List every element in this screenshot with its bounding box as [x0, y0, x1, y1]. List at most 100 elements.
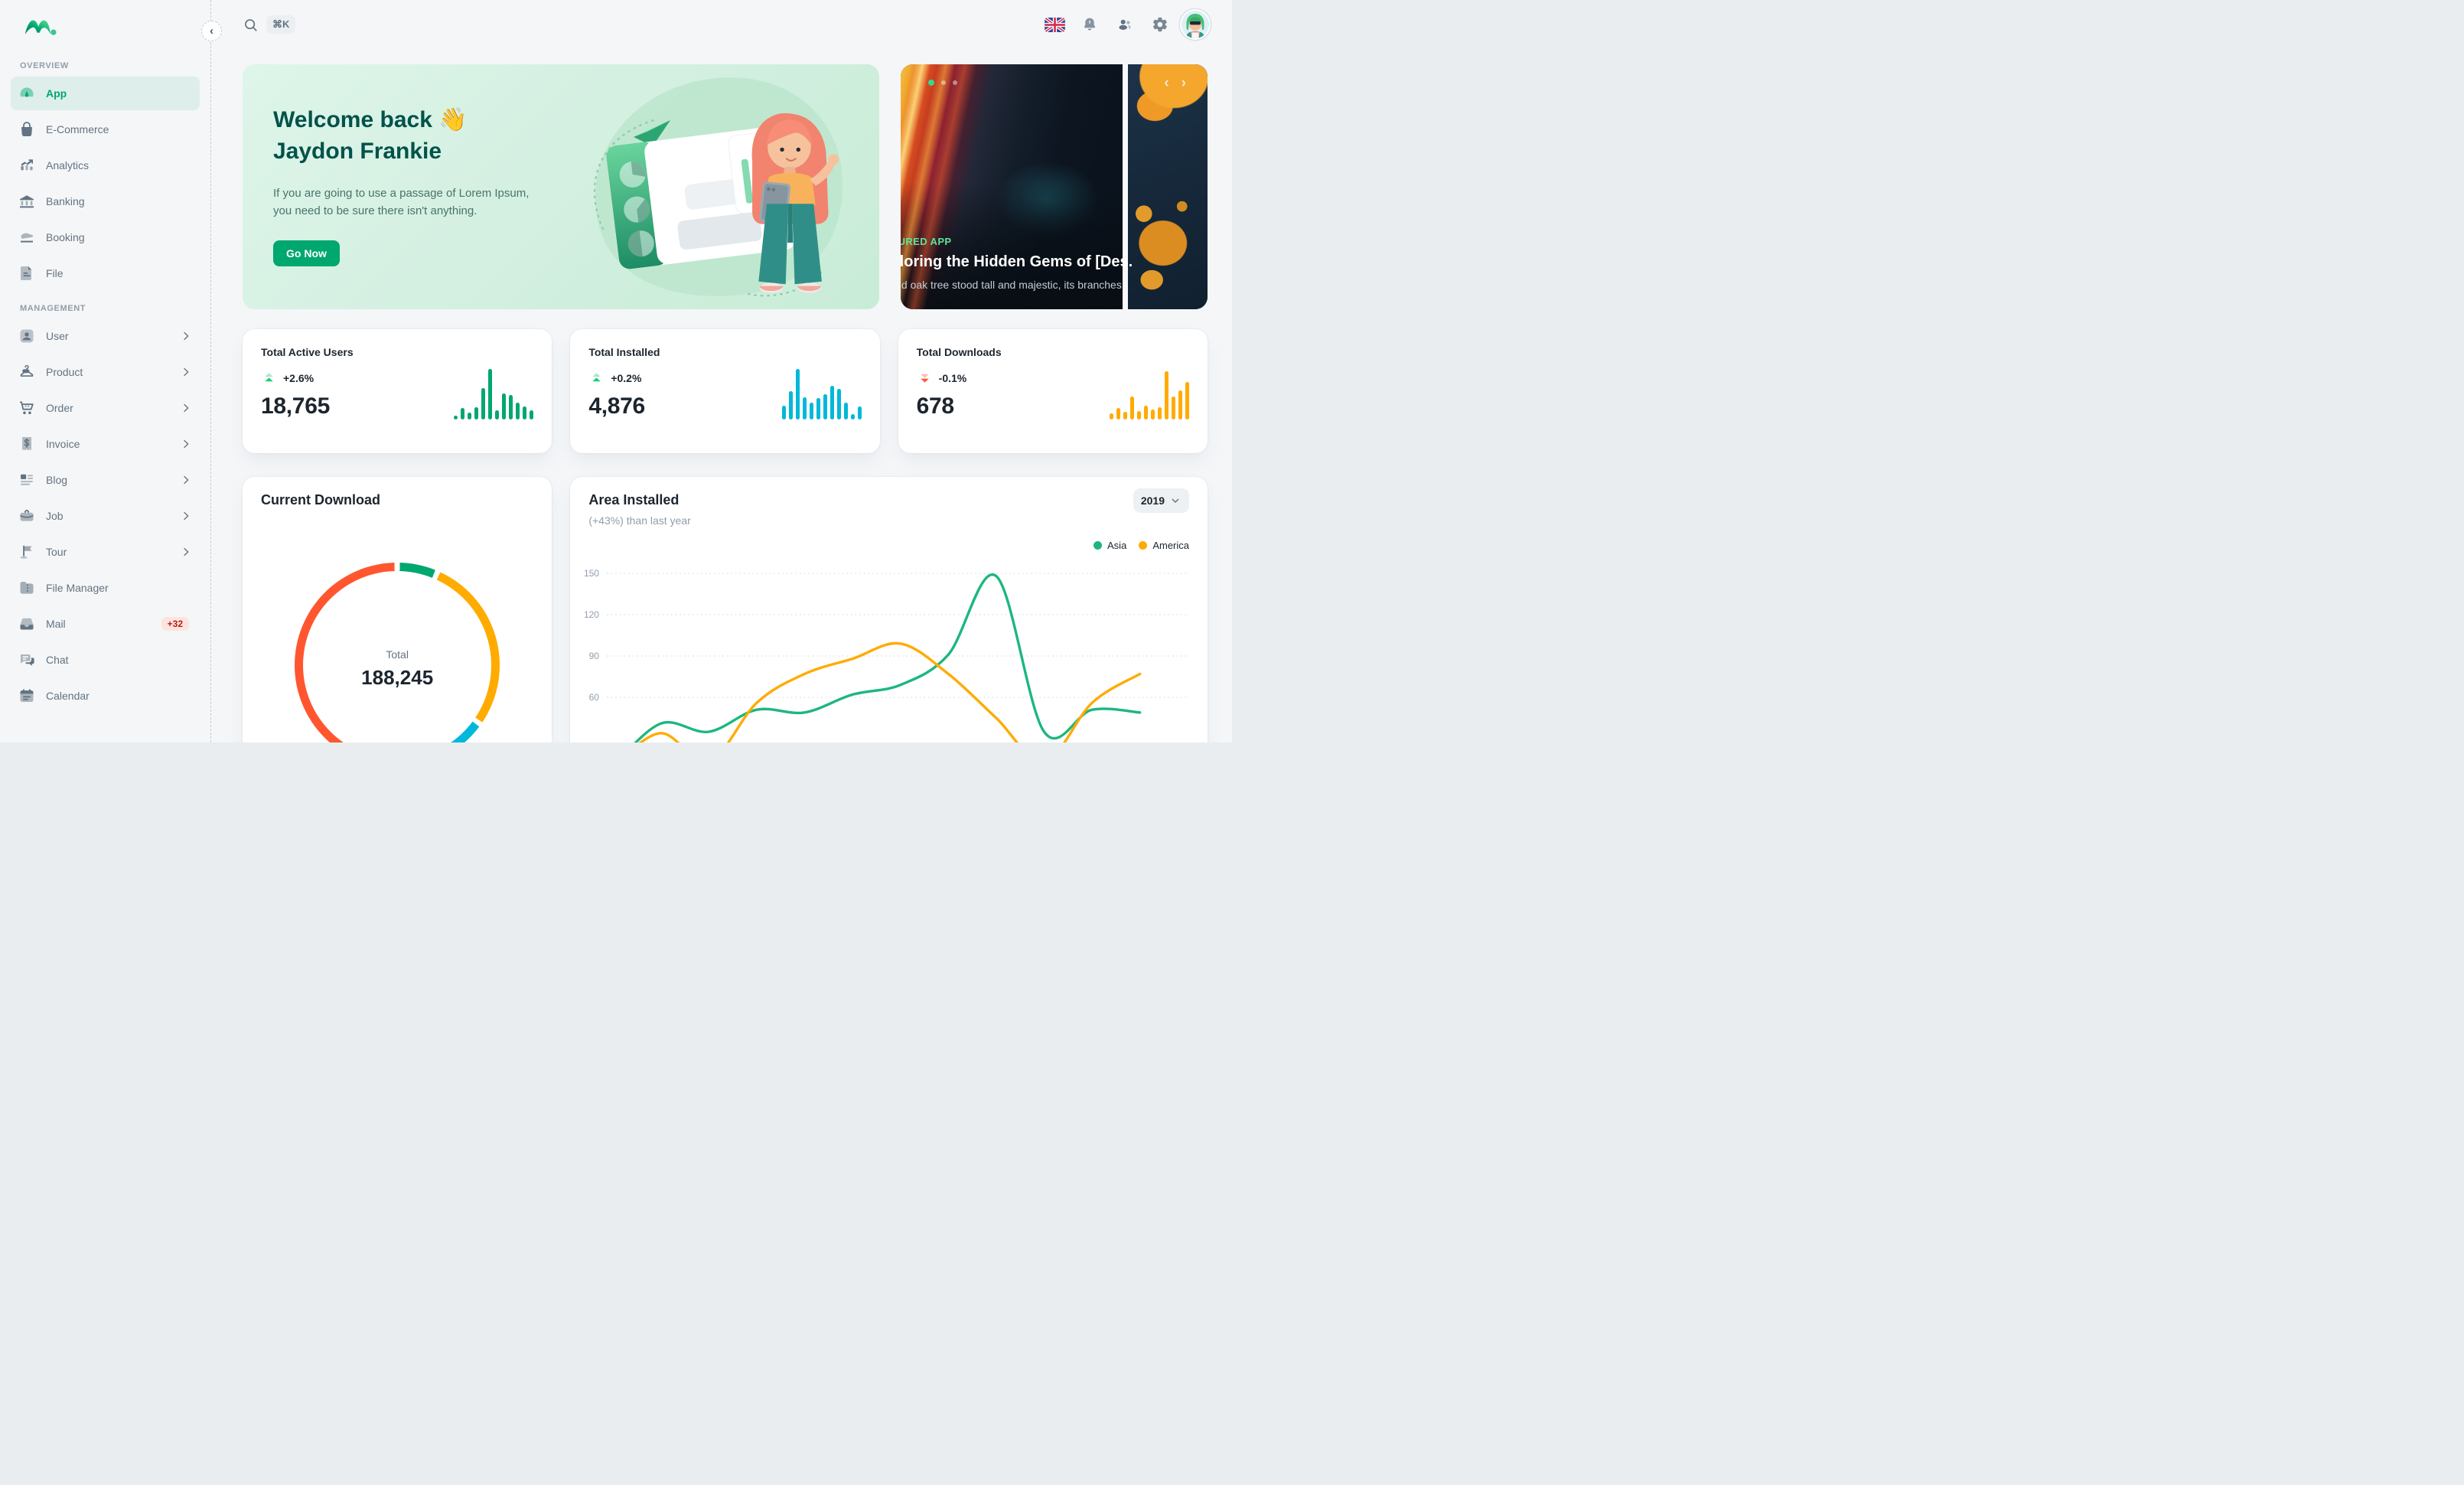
search-shortcut-badge: ⌘K — [266, 15, 296, 34]
carousel-next-button[interactable]: › — [1178, 73, 1189, 93]
stat-mini-bar-chart — [454, 369, 534, 419]
chevron-right-icon — [180, 438, 192, 450]
trending-up-icon — [588, 370, 605, 386]
sidebar-item-label: Invoice — [46, 438, 80, 450]
stat-value: 678 — [916, 393, 954, 419]
sidebar-item-label: Tour — [46, 546, 67, 558]
featured-app-description: The old oak tree stood tall and majestic… — [901, 279, 1124, 291]
sidebar: OVERVIEW App E-Commerce Analytics Banking Boo… — [0, 0, 211, 742]
calendar-icon — [18, 687, 36, 705]
app-dashboard: OVERVIEW App E-Commerce Analytics Banking Boo… — [0, 0, 1232, 742]
nav-section-overview: OVERVIEW App E-Commerce Analytics Banking Boo… — [11, 61, 200, 290]
sidebar-item-e-commerce[interactable]: E-Commerce — [11, 113, 200, 146]
avatar — [1181, 11, 1209, 38]
carousel-dot-2[interactable] — [941, 80, 946, 85]
sidebar-item-booking[interactable]: Booking — [11, 220, 200, 254]
sidebar-item-user[interactable]: User — [11, 319, 200, 353]
sidebar-item-file[interactable]: File — [11, 256, 200, 290]
sidebar-item-label: Banking — [46, 195, 85, 207]
banner-username: Jaydon Frankie — [273, 139, 442, 165]
sidebar-item-label: File Manager — [46, 582, 109, 594]
legend-item-asia[interactable]: Asia — [1093, 540, 1126, 551]
featured-app-title[interactable]: Exploring the Hidden Gems of [Des... — [901, 253, 1133, 270]
sidebar-item-label: Job — [46, 510, 64, 522]
settings-button[interactable] — [1145, 9, 1175, 40]
stat-change-value: -0.1% — [938, 371, 967, 384]
donut-chart-title: Current Download — [261, 492, 380, 508]
sidebar-item-analytics[interactable]: Analytics — [11, 148, 200, 182]
stats-row: Total Active Users +2.6% 18,765 Total Insta… — [243, 329, 1208, 453]
gauge-icon — [18, 84, 36, 103]
year-select[interactable]: 2019 — [1133, 488, 1189, 513]
stat-mini-bar-chart — [1109, 369, 1189, 419]
sidebar-collapse-button[interactable]: ‹ — [201, 21, 222, 41]
contacts-button[interactable] — [1110, 9, 1140, 40]
stat-value: 4,876 — [588, 393, 645, 419]
chevron-right-icon — [180, 402, 192, 414]
flag-icon — [18, 543, 36, 561]
carousel-prev-button[interactable]: ‹ — [1161, 73, 1172, 93]
chat-icon — [18, 651, 36, 669]
trending-down-icon — [917, 370, 933, 386]
search-icon — [245, 18, 257, 31]
stat-change: +0.2% — [588, 370, 861, 386]
legend-item-america[interactable]: America — [1139, 540, 1189, 551]
featured-app-card[interactable]: ‹ › FEATURED APP Exploring the Hidden Ge… — [901, 64, 1208, 309]
stat-title: Total Installed — [588, 346, 660, 358]
donut-total-value: 188,245 — [361, 666, 434, 689]
sidebar-item-app[interactable]: App — [11, 77, 200, 110]
stat-change-value: +0.2% — [611, 371, 642, 384]
sidebar-item-banking[interactable]: Banking — [11, 184, 200, 218]
featured-slide-image — [901, 64, 1123, 309]
mail-count-badge: +32 — [161, 617, 189, 631]
banner-description: If you are going to use a passage of Lor… — [273, 186, 530, 218]
legend-label: Asia — [1107, 540, 1127, 551]
area-chart-subtitle: (+43%) than last year — [588, 514, 691, 527]
invoice-icon — [18, 435, 36, 453]
stat-change: +2.6% — [261, 370, 533, 386]
sidebar-item-order[interactable]: Order — [11, 391, 200, 425]
featured-app-label: FEATURED APP — [901, 236, 952, 247]
go-now-button[interactable]: Go Now — [273, 240, 340, 267]
language-button[interactable] — [1039, 9, 1070, 40]
chevron-right-icon — [180, 474, 192, 486]
sidebar-item-label: File — [46, 267, 64, 279]
nav-section-label: OVERVIEW — [20, 61, 69, 70]
svg-text:120: 120 — [584, 609, 599, 620]
sidebar-item-tour[interactable]: Tour — [11, 535, 200, 569]
svg-text:60: 60 — [589, 692, 600, 703]
account-button[interactable] — [1180, 9, 1211, 40]
chevron-right-icon — [180, 510, 192, 522]
sidebar-item-label: Analytics — [46, 159, 90, 171]
sidebar-item-chat[interactable]: Chat — [11, 643, 200, 677]
gear-icon — [1152, 17, 1167, 32]
sidebar-item-file-manager[interactable]: File Manager — [11, 571, 200, 605]
donut-chart — [295, 563, 500, 742]
sidebar-item-label: App — [46, 87, 67, 100]
sidebar-item-blog[interactable]: Blog — [11, 463, 200, 497]
sidebar-item-product[interactable]: Product — [11, 355, 200, 389]
chart-legend: Asia America — [1093, 540, 1189, 551]
carousel-slide-gap — [1123, 64, 1128, 309]
carousel-dot-1[interactable] — [928, 80, 934, 86]
sidebar-item-calendar[interactable]: Calendar — [11, 679, 200, 713]
carousel-dot-3[interactable] — [953, 80, 957, 85]
notifications-button[interactable] — [1074, 9, 1105, 40]
sidebar-item-invoice[interactable]: Invoice — [11, 427, 200, 461]
topbar: ⌘K — [212, 0, 1232, 49]
featured-text-block: FEATURED APP Exploring the Hidden Gems o… — [901, 236, 1136, 291]
app-logo-icon[interactable] — [23, 17, 57, 41]
sidebar-item-label: Mail — [46, 618, 66, 630]
stat-value: 18,765 — [261, 393, 330, 419]
sidebar-item-job[interactable]: Job — [11, 499, 200, 533]
svg-text:90: 90 — [589, 651, 600, 661]
stat-change: -0.1% — [917, 370, 1189, 386]
year-select-value: 2019 — [1140, 494, 1165, 507]
sidebar-nav: OVERVIEW App E-Commerce Analytics Banking Boo… — [11, 61, 200, 715]
current-download-card: Current Download Total 188,245 — [243, 477, 552, 742]
legend-dot — [1093, 541, 1103, 550]
search-button[interactable]: ⌘K — [243, 15, 296, 34]
bell-icon — [1084, 18, 1096, 31]
legend-dot — [1139, 541, 1148, 550]
sidebar-item-mail[interactable]: Mail +32 — [11, 607, 200, 641]
